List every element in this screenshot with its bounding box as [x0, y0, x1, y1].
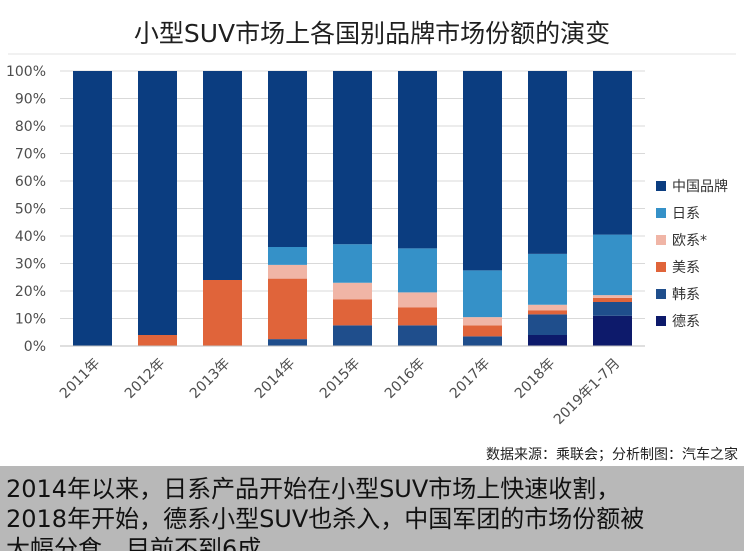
y-tick-label: 0% — [24, 339, 46, 355]
x-tick-label: 2016年 — [382, 356, 428, 402]
bar-segment — [593, 71, 632, 235]
bar-segment — [73, 71, 112, 346]
bar-segment — [268, 71, 307, 247]
y-tick-label: 60% — [15, 174, 46, 190]
legend-label: 中国品牌 — [672, 178, 728, 195]
source-note: 数据来源：乘联会；分析制图：汽车之家 — [486, 447, 738, 463]
legend-label: 日系 — [672, 206, 700, 222]
bar-segment — [463, 270, 502, 318]
chart-title: 小型SUV市场上各国别品牌市场份额的演变 — [133, 19, 611, 48]
y-tick-label: 100% — [6, 64, 46, 80]
bar-segment — [593, 234, 632, 296]
bar-segment — [138, 335, 177, 346]
legend-label: 韩系 — [672, 287, 700, 303]
legend-swatch — [656, 208, 666, 218]
bar-segment — [398, 292, 437, 308]
y-tick-label: 40% — [15, 229, 46, 245]
y-tick-label: 20% — [15, 284, 46, 300]
bar-segment — [593, 302, 632, 316]
bar-segment — [528, 335, 567, 346]
y-tick-label: 10% — [15, 312, 46, 328]
x-tick-label: 2017年 — [447, 356, 493, 402]
x-tick-label: 2019年1-7月 — [551, 356, 623, 428]
bar-segment — [398, 248, 437, 293]
bar-segment — [398, 71, 437, 249]
x-tick-label: 2013年 — [187, 356, 233, 402]
bar-segment — [138, 71, 177, 335]
y-tick-label: 70% — [15, 147, 46, 163]
y-tick-label: 80% — [15, 119, 46, 135]
y-tick-label: 90% — [15, 92, 46, 108]
bar-segment — [463, 325, 502, 337]
legend-swatch — [656, 289, 666, 299]
bar-segment — [333, 299, 372, 326]
bar-segment — [528, 304, 567, 311]
y-tick-label: 50% — [15, 202, 46, 218]
legend-label: 欧系* — [672, 233, 707, 249]
bar-segment — [593, 295, 632, 298]
bar-segment — [528, 314, 567, 335]
legend-swatch — [656, 316, 666, 326]
bar-segment — [333, 71, 372, 245]
bar-segment — [593, 315, 632, 346]
legend-swatch — [656, 235, 666, 245]
bar-segment — [463, 71, 502, 271]
bar-segment — [463, 336, 502, 346]
bar-segment — [398, 307, 437, 326]
caption-line: 大幅分食，目前不到6成 — [6, 535, 262, 551]
bar-segment — [463, 317, 502, 326]
x-tick-label: 2018年 — [512, 356, 558, 402]
legend-swatch — [656, 262, 666, 272]
bar-segment — [593, 297, 632, 302]
bar-segment — [528, 310, 567, 315]
bar-segment — [333, 325, 372, 346]
caption-line: 2014年以来，日系产品开始在小型SUV市场上快速收割， — [6, 475, 621, 503]
bar-segment — [203, 71, 242, 280]
legend-label: 德系 — [672, 314, 700, 330]
bar-segment — [398, 325, 437, 346]
bar-segment — [268, 278, 307, 340]
legend-label: 美系 — [672, 260, 700, 276]
caption-line: 2018年开始，德系小型SUV也杀入，中国军团的市场份额被 — [6, 505, 645, 533]
x-tick-label: 2015年 — [317, 356, 363, 402]
x-tick-label: 2012年 — [122, 356, 168, 402]
bar-segment — [528, 71, 567, 254]
bar-segment — [333, 244, 372, 283]
bar-segment — [268, 247, 307, 265]
x-tick-label: 2014年 — [252, 356, 298, 402]
bar-segment — [333, 282, 372, 300]
stacked-bar-chart: 0% 10% 20% 30% 40% 50% 60% 70% 80% 90% 100% 2011年 20… — [6, 53, 736, 428]
y-tick-label: 30% — [15, 257, 46, 273]
bar-segment — [268, 264, 307, 279]
caption-box: 2014年以来，日系产品开始在小型SUV市场上快速收割， 2018年开始，德系小… — [0, 466, 744, 551]
bar-segment — [268, 339, 307, 346]
bar-segment — [203, 280, 242, 346]
bar-segment — [528, 253, 567, 305]
legend-swatch — [656, 181, 666, 191]
bars — [73, 71, 632, 346]
x-tick-label: 2011年 — [57, 356, 103, 402]
